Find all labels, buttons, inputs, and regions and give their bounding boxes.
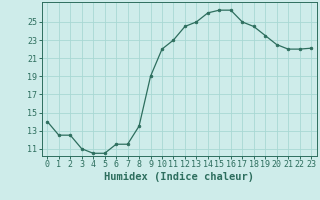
X-axis label: Humidex (Indice chaleur): Humidex (Indice chaleur) — [104, 172, 254, 182]
